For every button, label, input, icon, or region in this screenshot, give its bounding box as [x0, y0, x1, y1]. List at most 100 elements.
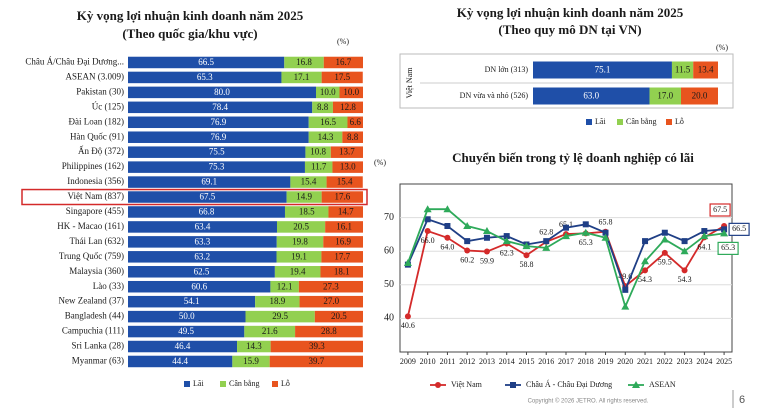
value-label: 10.0 — [320, 87, 336, 97]
y-tick-label: 40 — [384, 313, 394, 324]
bar-segment — [281, 71, 322, 84]
bar-segment — [284, 206, 329, 218]
x-tick-label: 2019 — [598, 357, 614, 366]
bar-segment — [128, 221, 277, 233]
marker — [523, 252, 530, 259]
marker — [661, 249, 668, 256]
bar-segment — [128, 325, 245, 338]
bar-segment — [325, 221, 363, 233]
value-label: 19.1 — [291, 251, 307, 261]
bar-segment — [128, 101, 313, 114]
value-label: 17.0 — [657, 91, 673, 101]
category-label: Sri Lanka (28) — [72, 341, 124, 351]
value-label: 20.0 — [692, 91, 708, 101]
value-label: 8.8 — [317, 102, 329, 112]
data-label: 54.3 — [678, 275, 692, 284]
category-label: Philippines (162) — [62, 161, 124, 171]
value-label: 10.8 — [310, 147, 326, 157]
marker — [563, 224, 569, 231]
bar-segment — [232, 355, 270, 368]
group-frame — [399, 53, 734, 109]
chart-title: Chuyển biến trong tỷ lệ doanh nghiệp có … — [452, 150, 694, 165]
bar-segment — [326, 176, 363, 188]
bar-segment — [128, 131, 309, 143]
value-label: 14.7 — [338, 207, 354, 217]
legend-label: Lỗ — [675, 117, 684, 126]
bar-segment — [671, 61, 694, 79]
value-label: 49.5 — [178, 326, 194, 336]
x-tick-label: 2023 — [677, 357, 693, 366]
marker — [443, 205, 452, 213]
value-label: 75.5 — [209, 147, 225, 157]
value-label: 15.9 — [243, 356, 259, 366]
marker — [503, 233, 510, 240]
bar-segment — [128, 355, 233, 368]
data-label: 66.0 — [421, 236, 435, 245]
bar-segment — [312, 101, 333, 114]
value-label: 17.7 — [334, 251, 350, 261]
marker — [424, 228, 431, 235]
bar-segment — [128, 340, 238, 353]
value-label: 18.5 — [299, 207, 315, 217]
value-label: 16.5 — [320, 117, 336, 127]
value-label: 62.5 — [194, 266, 210, 276]
bar-segment — [321, 191, 363, 203]
marker — [582, 221, 589, 228]
category-label: HK - Macao (161) — [57, 221, 124, 231]
value-label: 11.5 — [675, 65, 691, 75]
bar-segment — [237, 340, 271, 353]
marker — [680, 247, 689, 255]
bar-segment — [128, 236, 277, 248]
legend-label: Châu Á - Châu Đại Dương — [526, 379, 612, 389]
data-label: 40.6 — [401, 321, 415, 330]
bar-segment — [299, 295, 363, 308]
value-label: 63.3 — [195, 236, 211, 246]
bar-segment — [245, 310, 315, 323]
value-label: 16.7 — [336, 57, 352, 67]
marker — [510, 382, 516, 388]
bar-segment — [347, 116, 363, 129]
value-label: 78.4 — [212, 102, 228, 112]
value-label: 80.0 — [214, 87, 230, 97]
bar-segment — [128, 146, 306, 158]
value-label: 50.0 — [179, 311, 195, 321]
bar-segment — [128, 280, 271, 293]
category-label: Thái Lan (632) — [70, 236, 124, 246]
value-label: 65.3 — [197, 72, 213, 82]
data-label: 64.1 — [697, 242, 711, 251]
marker — [602, 229, 609, 236]
marker — [642, 238, 649, 245]
data-label: 67.5 — [713, 205, 727, 214]
marker — [622, 286, 629, 293]
marker — [632, 381, 640, 388]
value-label: 8.8 — [347, 132, 359, 142]
x-tick-label: 2009 — [400, 357, 416, 366]
category-label: Singapore (455) — [66, 206, 124, 216]
marker — [403, 258, 412, 266]
x-tick-label: 2018 — [578, 357, 594, 366]
value-label: 69.1 — [201, 177, 217, 187]
bar-segment — [693, 61, 718, 79]
x-tick-label: 2024 — [696, 357, 712, 366]
value-label: 75.3 — [209, 162, 225, 172]
legend-swatch — [586, 119, 592, 125]
bar-segment — [270, 280, 299, 293]
legend-swatch — [184, 381, 190, 387]
marker — [522, 242, 531, 250]
y-tick-label: 50 — [384, 279, 394, 290]
category-label: Hàn Quốc (91) — [70, 131, 124, 141]
marker — [464, 247, 471, 254]
value-label: 67.5 — [199, 192, 215, 202]
x-tick-label: 2012 — [459, 357, 475, 366]
value-label: 39.3 — [309, 341, 325, 351]
value-label: 15.4 — [301, 177, 317, 187]
marker — [721, 226, 728, 233]
value-label: 63.4 — [195, 221, 211, 231]
y-tick-label: 60 — [384, 245, 394, 256]
marker — [660, 235, 669, 243]
legend-label: Lãi — [595, 117, 606, 126]
bar-segment — [269, 355, 363, 368]
category-label: Lào (33) — [93, 281, 124, 291]
legend-swatch — [220, 381, 226, 387]
category-label: Campuchia (111) — [62, 326, 124, 336]
